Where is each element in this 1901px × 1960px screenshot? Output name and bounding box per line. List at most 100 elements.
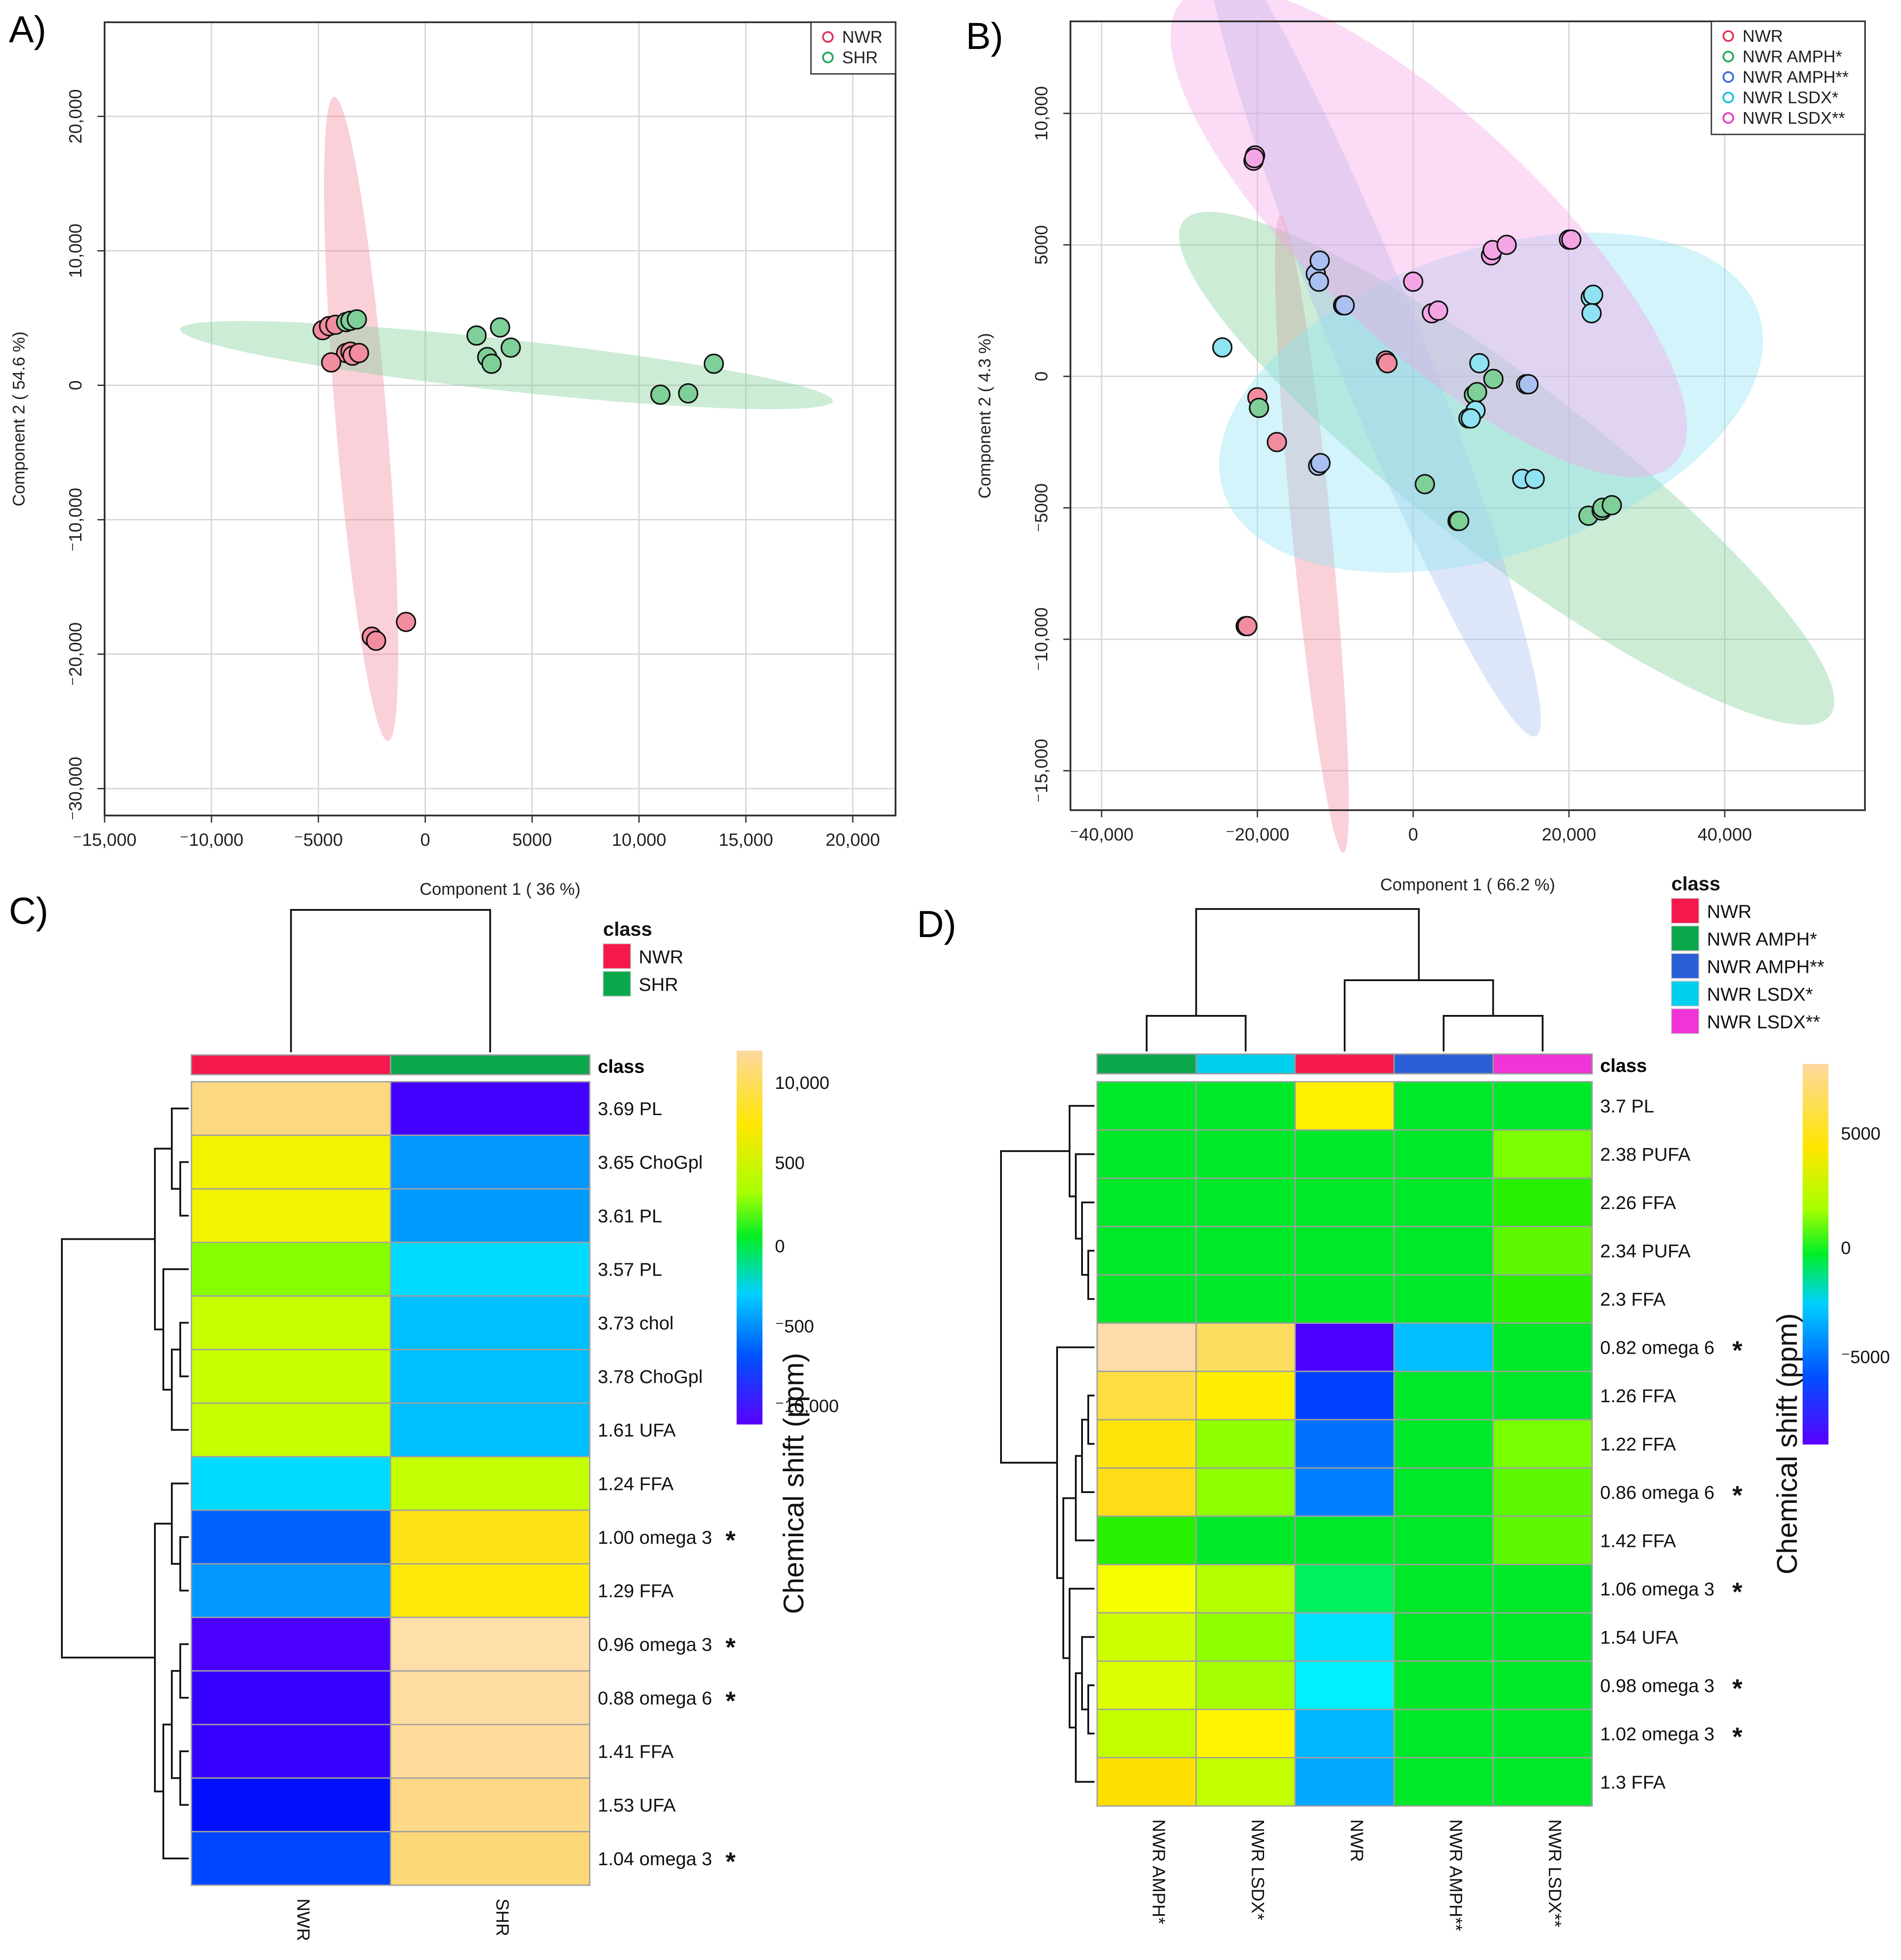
legend-marker [1723, 51, 1734, 62]
heatmap-cell [1096, 1081, 1197, 1131]
heatmap-cell [1195, 1757, 1296, 1807]
row-label: 1.53 UFA [598, 1795, 676, 1816]
confidence-ellipse [1214, 0, 1541, 737]
heatmap-cell [390, 1616, 591, 1672]
heatmap-cell [1195, 1660, 1296, 1710]
heatmap-cell [191, 1081, 391, 1136]
confidence-ellipse [1179, 211, 1835, 725]
heatmap-cell [1492, 1612, 1593, 1662]
heatmap-cell [191, 1777, 391, 1833]
heatmap-cell [390, 1081, 591, 1136]
row-dendrogram [171, 1670, 180, 1779]
class-legend-title: class [603, 918, 652, 940]
heatmap-cell [1294, 1322, 1395, 1372]
y-tick-label: 5000 [1032, 225, 1051, 265]
data-point [490, 317, 511, 338]
confidence-ellipse [1275, 215, 1349, 853]
data-point [1244, 148, 1265, 168]
row-dendrogram [1087, 1684, 1094, 1735]
legend-label: NWR [842, 28, 883, 47]
data-point [1483, 369, 1504, 390]
confidence-ellipse [180, 321, 833, 410]
data-point [349, 343, 369, 363]
heatmap-cell [390, 1402, 591, 1457]
data-point [366, 630, 386, 651]
color-scale-label: 0 [1841, 1238, 1851, 1258]
row-dendrogram [1000, 1150, 1070, 1464]
heatmap-cell [191, 1563, 391, 1618]
color-scale-label: ⁻500 [775, 1317, 814, 1336]
data-point [1267, 432, 1287, 452]
row-label: 0.82 omega 6 [1600, 1337, 1715, 1358]
class-legend-swatch [1671, 981, 1699, 1006]
legend-label: SHR [842, 49, 878, 67]
row-label: 1.61 UFA [598, 1420, 676, 1441]
panel-label-a: A) [9, 8, 46, 50]
heatmap-cell [1195, 1612, 1296, 1662]
color-scale-label: ⁻10,000 [775, 1396, 839, 1416]
plot-area [105, 22, 896, 816]
row-label: 2.38 PUFA [1600, 1144, 1690, 1165]
row-dendrogram [1075, 1153, 1094, 1240]
row-label: 2.3 FFA [1600, 1289, 1666, 1310]
y-tick-label: ⁻10,000 [1032, 607, 1051, 671]
heatmap-cell [390, 1563, 591, 1618]
heatmap-cell [1393, 1177, 1494, 1227]
row-dendrogram [1069, 1105, 1094, 1197]
color-scale-label: 500 [775, 1153, 805, 1173]
class-legend-label: NWR [1707, 901, 1751, 922]
significance-mark: * [726, 1687, 736, 1716]
data-point [1583, 284, 1603, 305]
row-label: 1.42 FFA [1600, 1530, 1676, 1551]
data-point [1496, 235, 1517, 255]
data-point [1334, 295, 1355, 316]
heatmap-cell [1195, 1322, 1296, 1372]
class-bar-cell [1492, 1053, 1593, 1075]
heatmap-cell [1492, 1371, 1593, 1420]
data-point [1428, 300, 1448, 321]
heatmap-cell [1195, 1177, 1296, 1227]
panel-a-pca-scatter: A) ⁻15,000 ⁻10,000 ⁻5000 0 5000 10,000 15,000 20… [9, 8, 896, 899]
heatmap-cell [390, 1295, 591, 1351]
data-point [1581, 303, 1602, 324]
row-dendrogram [179, 1161, 189, 1217]
heatmap-cell [1492, 1177, 1593, 1227]
heatmap-cell [390, 1724, 591, 1779]
y-axis-label: Component 2 ( 54.6 %) [10, 332, 28, 507]
heatmap-cell [1393, 1660, 1494, 1710]
heatmap-cell [1393, 1322, 1494, 1372]
class-bar-cell [1294, 1053, 1395, 1075]
heatmap-cell [1096, 1226, 1197, 1276]
class-legend-title: class [1671, 873, 1720, 895]
row-label: 1.24 FFA [598, 1473, 673, 1494]
data-point [1377, 353, 1398, 373]
heatmap-cell [1195, 1515, 1296, 1566]
column-dendrogram [1195, 908, 1420, 1016]
x-tick-label: 20,000 [1542, 825, 1596, 844]
legend-marker [822, 31, 834, 43]
heatmap-cell [1294, 1660, 1395, 1710]
row-label: 0.96 omega 3 [598, 1634, 712, 1655]
heatmap-cell [1096, 1564, 1197, 1614]
heatmap-cell [1096, 1274, 1197, 1324]
side-axis-label: Chemical shift (ppm) [778, 1353, 810, 1614]
data-point [396, 612, 416, 632]
heatmap-cell [390, 1831, 591, 1886]
heatmap-cell [191, 1134, 391, 1190]
class-legend-label: NWR [639, 946, 683, 967]
x-axis-label: Component 1 ( 66.2 %) [1380, 876, 1555, 894]
legend-label: NWR LSDX** [1743, 109, 1845, 128]
class-bar-cell [1393, 1053, 1494, 1075]
row-label: 3.61 PL [598, 1205, 662, 1226]
heatmap-cell [1393, 1081, 1494, 1131]
legend-marker [1723, 71, 1734, 83]
data-point [1248, 398, 1269, 418]
data-point [1601, 495, 1622, 515]
heatmap-cell [1492, 1419, 1593, 1469]
row-dendrogram [179, 1750, 189, 1806]
x-tick-label: 20,000 [826, 830, 880, 850]
class-bar-cell [191, 1054, 391, 1075]
data-point [481, 353, 502, 374]
column-label: NWR AMPH* [1149, 1819, 1168, 1924]
